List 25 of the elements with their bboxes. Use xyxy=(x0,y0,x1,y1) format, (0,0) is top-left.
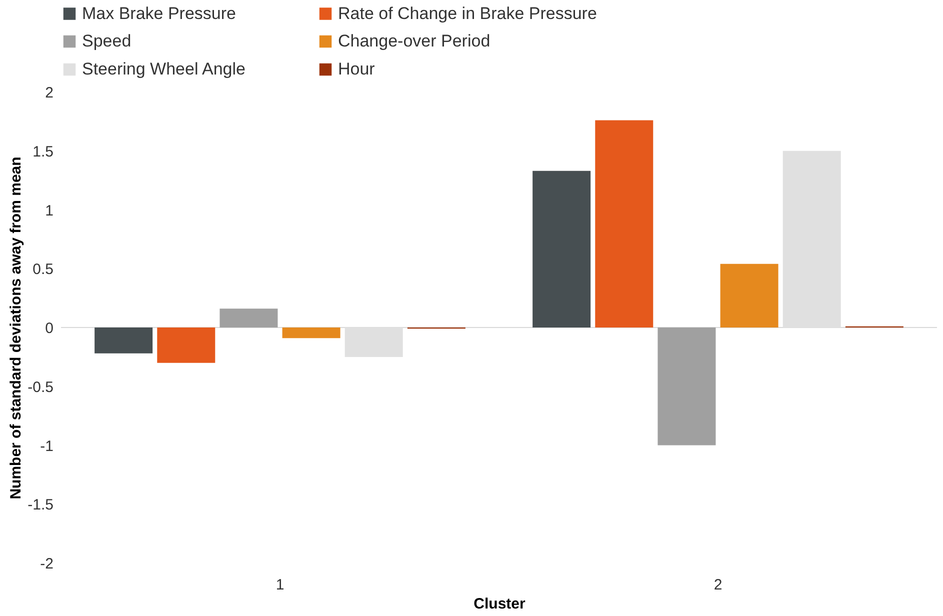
y-tick-label: -2 xyxy=(40,556,54,572)
bar xyxy=(282,328,340,338)
y-tick-label: 1.5 xyxy=(32,143,54,160)
bar xyxy=(94,328,153,354)
legend-label: Hour xyxy=(338,60,376,78)
x-axis-title: Cluster xyxy=(474,596,526,612)
bar xyxy=(157,328,216,363)
bar xyxy=(720,264,778,328)
bar xyxy=(220,308,278,328)
y-tick-label: 0 xyxy=(45,320,54,337)
y-tick-label: 2 xyxy=(45,84,54,102)
bar xyxy=(658,328,716,446)
legend-label: Steering Wheel Angle xyxy=(82,60,246,78)
legend-label: Max Brake Pressure xyxy=(82,4,236,23)
y-tick-label: 0.5 xyxy=(32,261,54,278)
legend-label: Change-over Period xyxy=(338,32,490,50)
y-tick-label: 1 xyxy=(45,202,54,220)
legend-label: Rate of Change in Brake Pressure xyxy=(338,4,597,23)
y-axis-title: Number of standard deviations away from mean xyxy=(8,156,25,500)
y-tick-label: -0.5 xyxy=(28,378,54,396)
bar xyxy=(532,170,591,328)
y-tick-label: -1.5 xyxy=(28,496,54,514)
y-tick-label: -1 xyxy=(40,438,54,455)
legend-label: Speed xyxy=(82,32,132,50)
bar xyxy=(595,120,654,328)
